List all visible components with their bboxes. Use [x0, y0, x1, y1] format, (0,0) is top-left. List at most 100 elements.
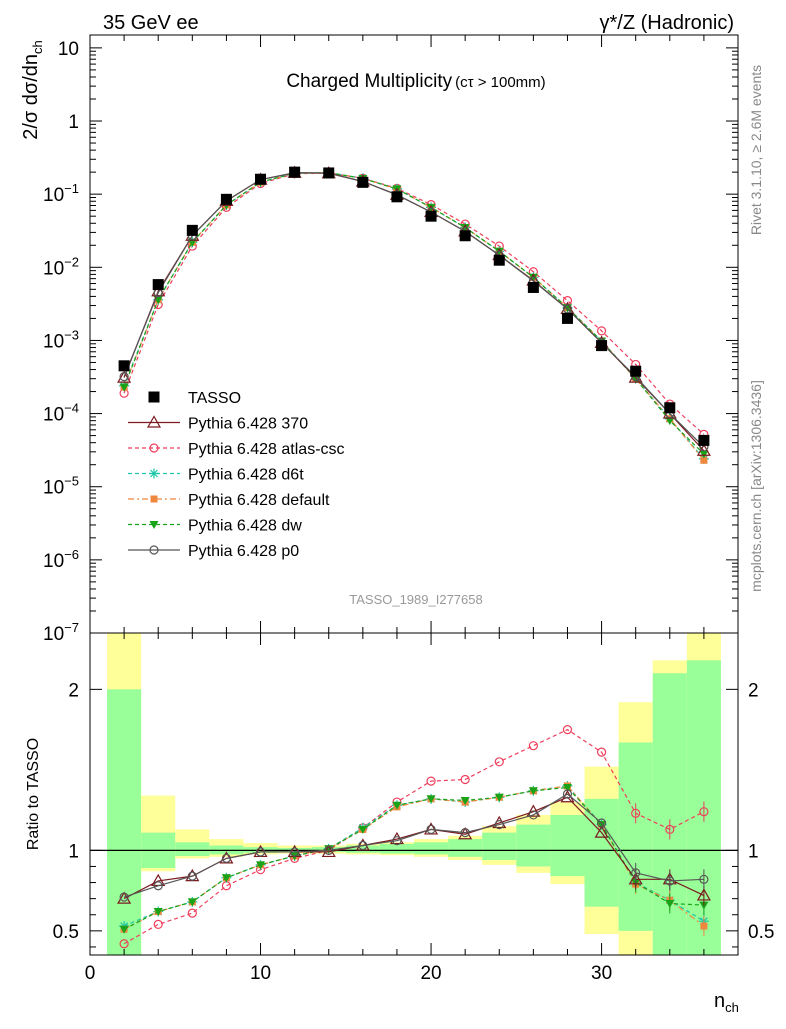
main-y-tick-exp: −2	[64, 254, 79, 269]
legend-label: Pythia 6.428 atlas-csc	[188, 441, 345, 458]
ratio-point-atlas	[187, 908, 197, 918]
ratio-point-p370	[696, 888, 711, 901]
legend-marker	[149, 468, 159, 479]
legend-label: Pythia 6.428 d6t	[188, 467, 304, 484]
ratio-point-atlas	[460, 774, 470, 785]
ratio-point-dw	[426, 795, 436, 804]
ratio-y-tick-label-right: 1	[748, 841, 759, 862]
ratio-point-p0	[460, 828, 470, 838]
point-tasso	[527, 281, 539, 293]
ratio-x-tick-label: 30	[591, 963, 612, 984]
mcplots-label: mcplots.cern.ch [arXiv:1306.3436]	[748, 380, 764, 592]
point-tasso	[323, 167, 335, 179]
ratio-point-p0	[119, 892, 129, 902]
ratio-point-atlas	[119, 939, 129, 949]
main-y-tick-label: 1	[68, 112, 79, 133]
point-tasso	[596, 340, 608, 352]
ratio-xlabel-sub: ch	[725, 1000, 739, 1015]
point-tasso	[255, 173, 267, 185]
ratio-point-dw	[153, 908, 163, 917]
main-y-tick-base: 10	[43, 405, 64, 426]
main-y-tick-label: 10	[58, 39, 79, 60]
ratio-point-dw	[256, 861, 266, 870]
ratio-point-p0	[290, 847, 300, 857]
main-y-tick-exp: −5	[64, 474, 79, 489]
point-tasso	[561, 312, 573, 324]
ratio-point-atlas	[665, 824, 675, 835]
ratio-point-p0	[221, 853, 232, 864]
legend-marker	[150, 495, 158, 503]
ratio-point-p0	[255, 847, 266, 857]
ratio-point-dw	[119, 925, 129, 934]
ratio-point-p0	[699, 874, 709, 884]
ratio-point-p370	[117, 891, 132, 904]
main-y-tick-exp: −7	[64, 620, 79, 635]
point-tasso	[459, 230, 471, 242]
series-line-p0	[123, 172, 705, 448]
main-y-tick-exp: −4	[64, 401, 79, 416]
main-ylabel-sub: ch	[30, 40, 45, 54]
legend-marker	[149, 545, 159, 555]
ratio-point-p0	[153, 881, 163, 891]
ratio-point-atlas	[528, 741, 538, 751]
ratio-point-dw	[358, 825, 368, 834]
ratio-point-atlas	[631, 808, 641, 818]
main-y-tick-base: 10	[58, 39, 79, 60]
ratio-x-tick-label: 10	[250, 963, 271, 984]
ratio-y-tick-label-left: 2	[68, 680, 79, 701]
point-tasso	[289, 166, 301, 178]
ratio-y-tick-label-right: 0.5	[748, 922, 774, 943]
legend-entry: Pythia 6.428 d6t	[128, 467, 304, 484]
ratio-point-p0	[392, 836, 402, 846]
ratio-xlabel: nch	[714, 990, 739, 1015]
main-y-tick-label: 10−4	[43, 401, 79, 426]
watermark: TASSO_1989_I277658	[349, 592, 482, 607]
main-y-tick-label: 10−5	[43, 474, 79, 499]
point-dw	[460, 224, 470, 233]
point-p370	[628, 370, 643, 383]
point-tasso	[357, 176, 369, 188]
point-tasso	[118, 360, 130, 372]
point-tasso	[391, 191, 403, 203]
main-y-tick-base: 10	[43, 258, 64, 279]
ratio-point-p0	[187, 871, 197, 881]
main-y-tick-exp: −3	[64, 327, 79, 342]
legend-entry: Pythia 6.428 dw	[128, 518, 302, 535]
legend: TASSO Pythia 6.428 370 Pythia 6.428 atlas-…	[128, 390, 345, 560]
legend-label: TASSO	[188, 390, 241, 407]
main-y-tick-base: 10	[43, 624, 64, 645]
ratio-point-dw	[665, 899, 675, 908]
series-tasso	[118, 166, 710, 446]
ratio-point-p0	[324, 845, 334, 855]
ratio-frame	[89, 632, 739, 956]
point-default	[700, 456, 708, 464]
main-y-tick-label: 10−3	[43, 327, 79, 352]
point-p370	[117, 370, 132, 383]
main-y-tick-exp: −1	[64, 181, 79, 196]
legend-marker	[146, 415, 162, 428]
ratio-y-tick-label-left: 1	[68, 841, 79, 862]
ratio-point-p370	[526, 804, 541, 817]
legend-marker	[149, 443, 159, 453]
legend-entry: Pythia 6.428 default	[128, 492, 330, 509]
rivet-label: Rivet 3.1.10, ≥ 2.6M events	[748, 65, 764, 235]
ratio-point-p370	[458, 827, 473, 840]
ratio-point-dw	[597, 821, 607, 830]
ratio-point-atlas	[699, 807, 709, 817]
ratio-x-tick-label: 0	[85, 963, 96, 984]
band-green	[618, 742, 653, 931]
main-y-tick-base: 1	[68, 112, 79, 133]
point-tasso	[493, 254, 505, 266]
ratio-point-atlas	[426, 776, 436, 786]
band-green	[550, 814, 585, 877]
ratio-panel	[117, 724, 711, 949]
series-line-default	[123, 172, 705, 461]
ratio-line-atlas	[123, 728, 705, 945]
point-p0	[562, 304, 573, 314]
legend-entry: Pythia 6.428 p0	[128, 543, 299, 560]
point-dw	[699, 450, 709, 459]
ratio-point-p0	[358, 840, 368, 851]
main-y-tick-label: 10−7	[43, 620, 79, 645]
